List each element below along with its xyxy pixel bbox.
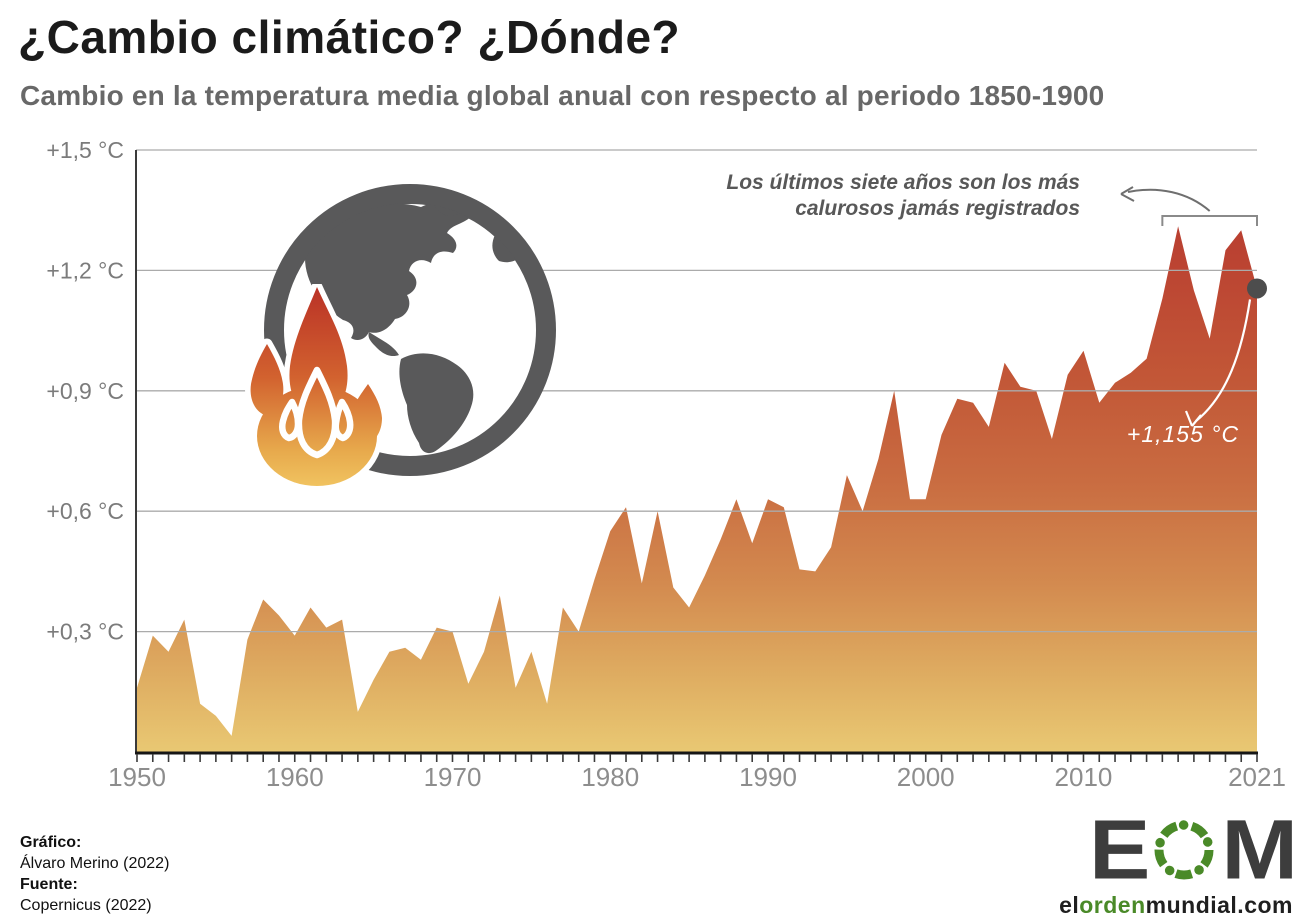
credit-grafico-label: Gráfico: [20, 834, 82, 851]
y-axis-label-+0,6 °C: +0,6 °C [46, 498, 124, 524]
credit-fuente-label: Fuente: [20, 876, 78, 893]
page-subtitle: Cambio en la temperatura media global an… [20, 80, 1105, 111]
eom-logo-letters: E M [995, 803, 1298, 897]
logo-url-el: el [1059, 892, 1080, 918]
page-title: ¿Cambio climático? ¿Dónde? [18, 11, 681, 63]
y-axis-label-+0,3 °C: +0,3 °C [46, 619, 124, 645]
x-axis-label-1950: 1950 [108, 762, 166, 792]
annotation-arrow-head [1120, 186, 1135, 202]
logo-url-rest: mundial.com [1145, 892, 1293, 918]
flame-inner [279, 366, 354, 459]
endpoint-arrow-head [1184, 410, 1202, 427]
credits-block: Gráfico: Álvaro Merino (2022) Fuente: Co… [20, 832, 169, 916]
x-axis-label-2021: 2021 [1228, 762, 1286, 792]
logo-letter-m: M [1221, 803, 1298, 897]
x-axis-label-2000: 2000 [897, 762, 955, 792]
x-axis-label-1980: 1980 [581, 762, 639, 792]
logo-url-orden: orden [1079, 892, 1146, 918]
endpoint-arrow-curve [1195, 299, 1252, 422]
annotation-last-seven-years: Los últimos siete años son los más calur… [726, 170, 1080, 222]
credit-grafico-value: Álvaro Merino (2022) [20, 855, 170, 872]
x-axis-label-1990: 1990 [739, 762, 797, 792]
y-axis-label-+1,5 °C: +1,5 °C [46, 137, 124, 163]
x-axis-label-2010: 2010 [1055, 762, 1113, 792]
endpoint-value-label: +1,155 °C [1126, 421, 1240, 447]
annotation-line1: Los últimos siete años son los más [726, 171, 1080, 194]
y-axis-label-+0,9 °C: +0,9 °C [46, 378, 124, 404]
globe-ring [264, 184, 556, 476]
annotation-arrow-curve [1127, 188, 1211, 212]
eom-logo: E M elordenmundial.com [995, 803, 1298, 919]
logo-letter-e: E [1088, 803, 1150, 897]
x-axis-label-1960: 1960 [266, 762, 324, 792]
y-axis-label-+1,2 °C: +1,2 °C [46, 257, 124, 283]
logo-o-dotted-circle-icon [1154, 820, 1215, 880]
credit-fuente-value: Copernicus (2022) [20, 897, 152, 914]
endpoint-dot-2021 [1247, 278, 1267, 299]
temperature-anomaly-area [137, 226, 1257, 753]
x-axis-label-1970: 1970 [424, 762, 482, 792]
last-seven-years-bracket [1161, 215, 1258, 226]
flame-icon [245, 284, 388, 492]
annotation-line2: calurosos jamás registrados [795, 197, 1080, 220]
eom-logo-url: elordenmundial.com [995, 892, 1295, 919]
